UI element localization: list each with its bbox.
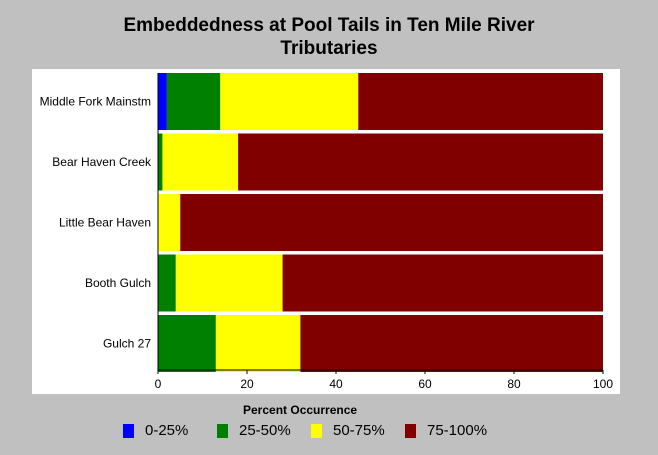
bar-1-series-3 xyxy=(220,73,359,130)
x-axis: 0 20 40 60 80 100 xyxy=(155,73,613,391)
x-tick-label-5: 80 xyxy=(507,377,521,391)
bar-1-series-2 xyxy=(166,73,221,130)
category-label-5: Gulch 27 xyxy=(103,337,151,351)
bar-4-series-4 xyxy=(282,254,603,312)
chart-title-line-2: Tributaries xyxy=(280,38,378,59)
bar-5-series-3 xyxy=(215,315,301,372)
legend-swatch-1 xyxy=(123,424,134,438)
x-tick-label-1: 0 xyxy=(155,377,162,391)
bar-group xyxy=(158,73,603,372)
chart-title: Embeddedness at Pool Tails in Ten Mile R… xyxy=(0,14,658,60)
legend-swatch-4 xyxy=(405,424,416,438)
bar-3-series-3 xyxy=(158,194,181,251)
category-label-4: Booth Gulch xyxy=(85,276,151,290)
chart-title-line-1: Embeddedness at Pool Tails in Ten Mile R… xyxy=(123,15,535,36)
category-label-3: Little Bear Haven xyxy=(59,216,151,230)
legend-label-2: 25-50% xyxy=(239,422,291,439)
legend-label-4: 75-100% xyxy=(427,422,488,439)
bar-4-series-3 xyxy=(175,254,283,312)
bar-2-series-2 xyxy=(158,133,163,191)
legend-label-3: 50-75% xyxy=(333,422,385,439)
bar-5-series-2 xyxy=(158,315,216,372)
bar-2-series-4 xyxy=(238,133,603,191)
bar-4-series-2 xyxy=(158,254,176,312)
category-labels: Middle Fork Mainstm Bear Haven Creek Littl… xyxy=(40,95,152,351)
legend-title: Percent Occurrence xyxy=(243,403,358,417)
x-tick-label-3: 40 xyxy=(329,377,343,391)
x-tick-label-4: 60 xyxy=(418,377,432,391)
x-tick-label-2: 20 xyxy=(240,377,254,391)
x-tick-label-6: 100 xyxy=(593,377,613,391)
legend-swatch-3 xyxy=(311,424,322,438)
bar-1-series-1 xyxy=(158,73,167,130)
bar-2-series-3 xyxy=(162,133,239,191)
category-label-1: Middle Fork Mainstm xyxy=(40,95,151,109)
bar-1-series-4 xyxy=(358,73,603,130)
bar-3-series-4 xyxy=(180,194,603,251)
bar-5-series-4 xyxy=(300,315,603,372)
category-label-2: Bear Haven Creek xyxy=(52,155,152,169)
legend-label-1: 0-25% xyxy=(145,422,189,439)
legend-swatch-2 xyxy=(217,424,228,438)
